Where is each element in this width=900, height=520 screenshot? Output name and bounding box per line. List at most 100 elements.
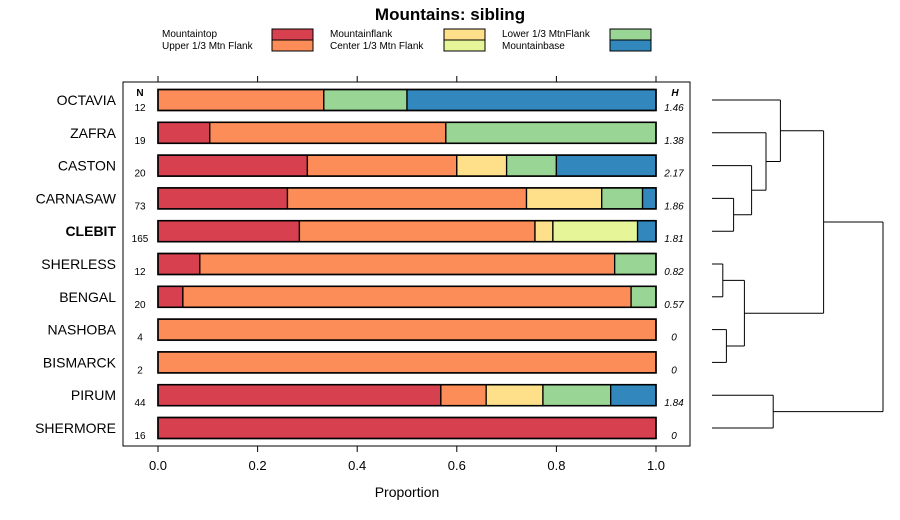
- category-label: CLEBIT: [65, 223, 116, 239]
- n-label: 12: [134, 103, 146, 114]
- category-label: NASHOBA: [48, 322, 117, 338]
- legend-swatch: [443, 28, 486, 41]
- bar-segment: [440, 384, 487, 407]
- h-label: 1.84: [664, 398, 684, 409]
- category-label: SHERMORE: [35, 420, 116, 436]
- category-label: CARNASAW: [36, 190, 117, 206]
- x-tick-label: 1.0: [647, 458, 665, 473]
- n-label: 20: [134, 169, 146, 180]
- bar-segment: [323, 88, 408, 112]
- n-label: 19: [134, 136, 146, 147]
- bar-outline: [157, 416, 657, 440]
- n-label: 73: [134, 201, 146, 212]
- bar-outline: [157, 187, 657, 210]
- x-tick-label: 0.6: [448, 458, 466, 473]
- legend-label: Upper 1/3 Mtn Flank: [162, 41, 254, 52]
- legend-swatch: [271, 28, 314, 41]
- legend-swatch: [609, 28, 652, 41]
- h-label: 1.46: [664, 103, 684, 114]
- bar-segment: [157, 220, 301, 243]
- x-tick-label: 0.2: [249, 458, 267, 473]
- bar-segment: [610, 384, 657, 407]
- n-label: 16: [134, 431, 146, 442]
- dendrogram: [712, 99, 884, 429]
- bar-segment: [406, 88, 657, 112]
- x-axis: 0.0 0.2 0.4 0.6 0.8 1.0: [149, 76, 665, 473]
- bar-outline: [157, 88, 657, 112]
- bar-segment: [614, 252, 657, 276]
- x-tick-label: 0.8: [547, 458, 565, 473]
- category-label: CASTON: [58, 158, 116, 174]
- x-axis-title: Proportion: [375, 484, 440, 500]
- bar-segment: [445, 121, 657, 144]
- bar-segment: [505, 154, 558, 177]
- bar-outline: [157, 252, 657, 276]
- bar-segment: [157, 187, 289, 210]
- bar-outline: [157, 121, 657, 145]
- h-label: 1.81: [664, 234, 683, 245]
- plot-frame: [122, 81, 691, 447]
- chart-title: Mountains: sibling: [375, 5, 525, 24]
- h-label: 0: [671, 365, 677, 376]
- bar-segment: [157, 351, 657, 374]
- bar-segment: [542, 384, 612, 407]
- n-label: 2: [137, 365, 143, 376]
- h-label: 1.86: [664, 201, 684, 212]
- category-label: SHERLESS: [41, 256, 116, 272]
- bar-outline: [157, 318, 657, 341]
- bar-segment: [555, 154, 657, 177]
- category-labels: OCTAVIA ZAFRA CASTON CARNASAW CLEBIT SHERLESS…: [35, 92, 117, 436]
- x-tick-label: 0.4: [348, 458, 366, 473]
- h-label: 1.38: [664, 136, 684, 147]
- bar-segment: [630, 285, 657, 308]
- bar-segment: [298, 220, 536, 243]
- bar-segment: [157, 416, 657, 440]
- x-tick-label: 0.0: [149, 458, 167, 473]
- bar-outline: [157, 219, 657, 243]
- bar-segment: [182, 285, 632, 308]
- legend-label: Lower 1/3 MtnFlank: [502, 29, 591, 40]
- category-label: ZAFRA: [70, 125, 117, 141]
- h-label: 0: [671, 333, 677, 344]
- bar-segment: [157, 121, 211, 144]
- h-label: 0: [671, 431, 677, 442]
- bar-segment: [456, 154, 508, 177]
- bar-segment: [641, 187, 657, 210]
- category-label: BENGAL: [59, 289, 116, 305]
- bar-outline: [157, 383, 657, 407]
- legend-label: Mountaintop: [162, 29, 217, 40]
- bar-segment: [157, 384, 442, 407]
- bar-segment: [157, 252, 201, 276]
- n-label: 20: [134, 300, 146, 311]
- bar-segment: [601, 187, 644, 210]
- h-column-header: H: [671, 88, 679, 99]
- legend-label: Center 1/3 Mtn Flank: [330, 41, 424, 52]
- bar-segment: [534, 220, 554, 243]
- bar-segment: [636, 220, 657, 243]
- n-label: 12: [134, 267, 146, 278]
- n-label: 165: [132, 234, 149, 245]
- bar-segment: [157, 318, 657, 341]
- h-label: 0.57: [664, 300, 684, 311]
- legend-swatch: [609, 39, 652, 52]
- n-column-header: N: [136, 88, 143, 99]
- bar-segment: [199, 252, 616, 276]
- h-label: 2.17: [663, 169, 684, 180]
- bar-segment: [157, 285, 184, 308]
- category-label: PIRUM: [71, 387, 116, 403]
- bar-segment: [286, 187, 528, 210]
- h-label: 0.82: [664, 267, 684, 278]
- category-label: BISMARCK: [43, 354, 117, 370]
- legend-label: Mountainflank: [330, 29, 393, 40]
- n-label: 44: [134, 398, 146, 409]
- legend-swatch: [271, 39, 314, 52]
- bar-segment: [485, 384, 544, 407]
- bar-segment: [552, 220, 639, 243]
- legend-label: Mountainbase: [502, 41, 565, 52]
- n-label: 4: [137, 333, 143, 344]
- bar-segment: [157, 88, 325, 112]
- bar-segment: [157, 154, 309, 177]
